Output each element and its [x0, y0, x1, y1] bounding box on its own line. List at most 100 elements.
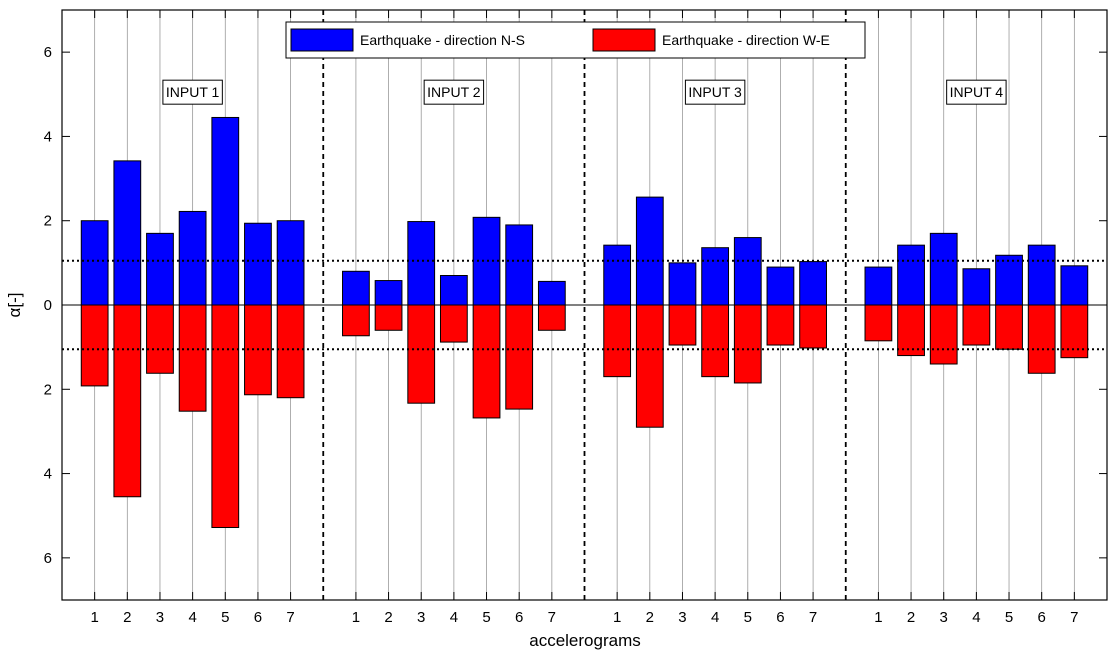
legend-swatch	[592, 28, 656, 52]
bar-we	[1027, 304, 1056, 374]
bar-ns	[799, 261, 827, 306]
x-tick-label: 6	[1038, 609, 1046, 626]
bar-ns	[766, 266, 795, 306]
bar-we	[439, 304, 468, 343]
bar-we	[80, 304, 109, 387]
bar-ns	[733, 237, 762, 306]
x-tick-label: 6	[515, 609, 523, 626]
x-tick-label: 4	[711, 609, 719, 626]
y-tick-label: 0	[44, 297, 52, 314]
panel-label-text: INPUT 3	[688, 84, 742, 100]
bars	[80, 116, 1089, 529]
bar-we	[146, 304, 174, 374]
x-tick-label: 3	[678, 609, 686, 626]
bar-ns	[995, 254, 1023, 306]
panel-label-text: INPUT 1	[166, 84, 220, 100]
bar-we	[472, 304, 501, 419]
x-tick-label: 2	[907, 609, 915, 626]
bar-we	[995, 304, 1023, 350]
bar-ns	[178, 210, 207, 306]
bar-we	[211, 304, 240, 529]
y-axis-title: α[-]	[5, 293, 24, 318]
bar-we	[766, 304, 795, 346]
bar-ns	[146, 232, 174, 306]
bar-we	[178, 304, 207, 412]
bar-we	[505, 304, 534, 410]
y-tick-label: 4	[44, 466, 52, 483]
bar-we	[733, 304, 762, 384]
legend-box	[285, 21, 866, 59]
x-tick-label: 2	[123, 609, 131, 626]
legend-swatch	[290, 28, 354, 52]
panel-labels: INPUT 1 INPUT 2 INPUT 3 INPUT 4	[162, 79, 1007, 105]
bar-we	[276, 304, 305, 399]
panel-label-text: INPUT 2	[427, 84, 481, 100]
x-tick-label: 7	[809, 609, 817, 626]
legend: Earthquake - direction N-S Earthquake - d…	[285, 21, 866, 59]
legend-label: Earthquake - direction W-E	[662, 32, 830, 48]
y-tick-label: 4	[44, 128, 52, 145]
bar-we	[342, 304, 370, 337]
bar-ns	[1060, 265, 1089, 306]
x-tick-label: 2	[646, 609, 654, 626]
bar-ns	[701, 247, 730, 306]
bar-ns	[897, 244, 925, 306]
bar-we	[374, 304, 403, 331]
bar-ns	[342, 270, 370, 306]
x-tick-label: 5	[1005, 609, 1013, 626]
x-tick-label: 2	[384, 609, 392, 626]
x-tick-label: 5	[221, 609, 229, 626]
x-tick-label: 1	[90, 609, 98, 626]
bar-we	[407, 304, 436, 404]
panel-label: INPUT 2	[423, 79, 485, 105]
panel-label-box	[946, 79, 1007, 105]
bar-we	[701, 304, 730, 378]
bar-ns	[211, 116, 240, 306]
x-tick-label: 5	[744, 609, 752, 626]
x-tick-label: 3	[156, 609, 164, 626]
bar-ns	[113, 160, 142, 306]
bar-we	[537, 304, 566, 331]
y-tick-label: 6	[44, 44, 52, 61]
y-tick-label: 2	[44, 381, 52, 398]
bar-we	[113, 304, 142, 498]
bar-ns	[80, 220, 109, 306]
y-tick-label: 6	[44, 550, 52, 567]
panel-label: INPUT 3	[684, 79, 746, 105]
bar-we	[635, 304, 664, 428]
legend-label: Earthquake - direction N-S	[360, 32, 525, 48]
bar-we	[603, 304, 632, 378]
panel-label: INPUT 4	[946, 79, 1007, 105]
bar-ns	[864, 266, 893, 306]
bar-ns	[635, 196, 664, 306]
panel-label: INPUT 1	[162, 79, 223, 105]
x-tick-label: 7	[1070, 609, 1078, 626]
bar-we	[864, 304, 893, 342]
bar-ns	[603, 244, 632, 306]
x-tick-label: 4	[450, 609, 458, 626]
axis-ticks: 1 2 3 4 5 6 7 1 2 3 4 5 6 7 1 2 3 4 5 6 7 1 2 3 4 5 6 7 6 4 2 0 2 4 6	[44, 10, 1107, 626]
bar-ns	[244, 222, 272, 306]
panel-label-box	[162, 79, 223, 105]
bar-ns	[505, 224, 534, 306]
bar-ns	[1027, 244, 1056, 306]
bar-we	[897, 304, 925, 357]
bar-ns	[374, 280, 403, 306]
bar-we	[962, 304, 991, 346]
bar-ns	[276, 220, 305, 306]
bar-ns	[962, 268, 991, 306]
y-tick-label: 2	[44, 213, 52, 230]
bar-we	[668, 304, 697, 346]
bar-ns	[407, 221, 436, 306]
bar-we	[929, 304, 958, 365]
panel-label-box	[684, 79, 746, 105]
x-tick-label: 1	[874, 609, 882, 626]
x-tick-label: 4	[188, 609, 196, 626]
bar-ns	[668, 262, 697, 306]
x-tick-label: 7	[548, 609, 556, 626]
x-axis-title: accelerograms	[529, 631, 641, 650]
x-tick-label: 6	[254, 609, 262, 626]
x-tick-label: 3	[940, 609, 948, 626]
x-tick-label: 1	[352, 609, 360, 626]
